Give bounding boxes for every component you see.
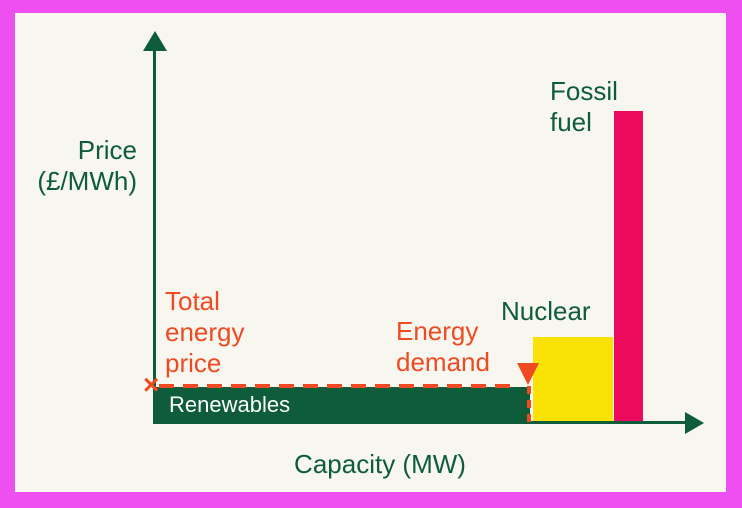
y-axis-arrow-icon	[143, 31, 167, 51]
x-axis-arrow-icon	[685, 412, 704, 434]
x-axis	[153, 421, 686, 424]
energy-demand-dashed-line	[527, 386, 531, 423]
energy-demand-triangle-down-icon	[517, 363, 539, 385]
y-axis	[153, 48, 156, 423]
fossil-fuel-label: Fossil fuel	[550, 76, 618, 137]
nuclear-bar	[533, 337, 613, 423]
y-axis-label: Price (£/MWh)	[37, 135, 137, 196]
fossil-fuel-bar	[614, 111, 643, 423]
total-energy-price-dashed-line	[159, 384, 515, 388]
total-energy-price-label: Total energy price	[165, 286, 245, 378]
nuclear-label: Nuclear	[501, 296, 591, 326]
energy-demand-label: Energy demand	[396, 316, 490, 377]
renewables-bar-label: Renewables	[169, 392, 291, 417]
renewables-bar: Renewables	[156, 387, 530, 423]
price-level-x-marker-icon: ×	[143, 369, 160, 400]
x-axis-label: Capacity (MW)	[294, 449, 466, 479]
